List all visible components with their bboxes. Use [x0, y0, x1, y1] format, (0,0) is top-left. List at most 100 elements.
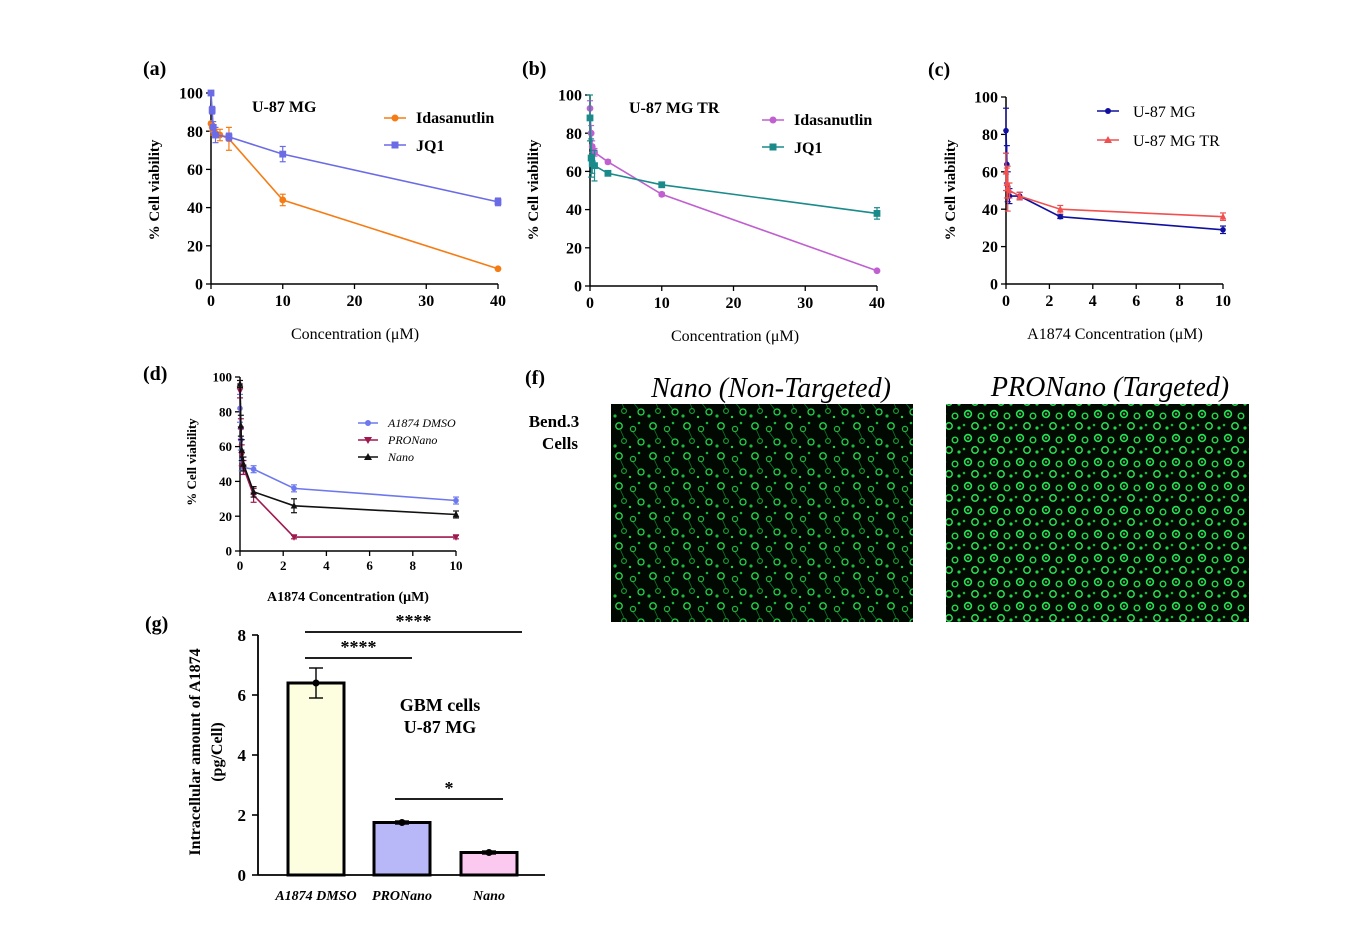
legend-marker-nano-d	[364, 453, 372, 460]
panel-f-row-label-line1: Bend.3	[529, 412, 580, 431]
panel-b-series-0-line	[589, 108, 878, 272]
panel-g-category-label-1: PRONano	[372, 889, 432, 904]
panel-a-x-label: Concentration (μM)	[291, 326, 419, 343]
panel-a-ytick-label-80: 80	[187, 124, 203, 141]
panel-a-title: U-87 MG	[252, 99, 317, 116]
panel-c-xtick-label-4: 4	[1089, 293, 1097, 310]
panel-d-xtick-label-8: 8	[410, 558, 417, 573]
panel-c-x-label: A1874 Concentration (μM)	[1027, 326, 1203, 343]
panel-g-bar-1	[372, 821, 432, 877]
legend-label-u87mg-c: U-87 MG	[1133, 104, 1196, 121]
panel-c-series-0-point-5	[1057, 213, 1064, 220]
panel-d-series-0-point-5	[291, 485, 297, 492]
panel-d-x-label: A1874 Concentration (μM)	[267, 590, 429, 605]
panel-g-ytick-label-8: 8	[238, 626, 247, 645]
panel-f-row-label-line2: Cells	[542, 434, 578, 453]
panel-b-x-ticks: 0 10 20 30 40	[586, 286, 885, 312]
panel-d-series-0-point-4	[250, 466, 257, 473]
legend-marker-dmso-d	[365, 420, 371, 426]
panel-c-ytick-label-100: 100	[974, 90, 998, 107]
panel-a-series-1-point-4	[225, 133, 233, 141]
panel-d-series-2-point-1	[237, 421, 245, 429]
panel-c-series-0-point-0	[1003, 127, 1009, 134]
panel-c-label: (c)	[928, 59, 950, 81]
panel-d-series-2-point-5	[290, 501, 298, 509]
panel-a-series-1-point-0	[207, 89, 215, 97]
panel-c-ytick-label-40: 40	[982, 202, 998, 219]
panel-g-annotation-line2: U-87 MG	[404, 717, 476, 737]
panel-c: (c) 0 20 40 60 80 100 0 2 4 6 8 10 % Cell viabilit…	[928, 59, 1231, 343]
legend-marker-u87mgtr-c	[1104, 136, 1112, 143]
panel-d-ytick-label-100: 100	[213, 370, 233, 385]
panel-g-ytick-label-6: 6	[238, 686, 247, 705]
panel-a: (a) U-87 MG 0 20 40 60 80 100 0 10 20 30 40 % Cel…	[143, 58, 506, 343]
panel-b-series-1-point-4	[604, 169, 612, 177]
panel-c-legend: U-87 MG U-87 MG TR	[1097, 104, 1220, 150]
panel-c-series-1-point-6	[1219, 212, 1227, 220]
panel-g-category-label-0: A1874 DMSO	[274, 889, 356, 904]
panel-g-ytick-label-0: 0	[238, 866, 247, 885]
panel-a-xtick-label-20: 20	[347, 293, 363, 310]
panel-a-x-ticks: 0 10 20 30 40	[207, 284, 506, 310]
panel-a-series-1-point-5	[279, 150, 287, 158]
panel-c-series-1-point-4	[1016, 192, 1023, 199]
panel-c-series-1-point-3	[1006, 186, 1013, 194]
panel-d-ytick-label-0: 0	[226, 544, 233, 559]
panel-g-bars: A1874 DMSO PRONano Nano	[274, 667, 519, 904]
panel-a-series-1-point-6	[494, 198, 502, 206]
legend-label-jq1-b: JQ1	[794, 140, 822, 157]
panel-d-series	[236, 379, 460, 541]
panel-g-y-label-line1: Intracellular amount of A1874	[187, 648, 204, 855]
legend-marker-idasanutlin-a	[391, 114, 399, 122]
panel-a-ytick-label-100: 100	[179, 86, 203, 103]
panel-b-series-1-line	[589, 117, 878, 215]
panel-a-y-label: % Cell viability	[147, 139, 163, 240]
panel-a-label: (a)	[143, 58, 166, 80]
panel-d-xtick-label-0: 0	[237, 558, 244, 573]
panel-b-ytick-label-40: 40	[566, 202, 582, 219]
panel-c-xtick-label-2: 2	[1045, 293, 1053, 310]
panel-b-y-label: % Cell viability	[526, 139, 542, 240]
panel-b-x-label: Concentration (μM)	[671, 328, 799, 345]
panel-g-annotation-line1: GBM cells	[400, 695, 480, 715]
panel-d-series-1-point-5	[290, 534, 298, 541]
legend-label-jq1-a: JQ1	[416, 138, 444, 155]
panel-d-ytick-label-20: 20	[219, 509, 232, 524]
panel-b-ytick-label-0: 0	[574, 279, 582, 296]
panel-g-point-2	[485, 849, 493, 856]
panel-b-y-ticks: 0 20 40 60 80 100	[558, 88, 590, 296]
panel-c-ytick-label-0: 0	[990, 277, 998, 294]
panel-d-y-ticks: 0 20 40 60 80 100	[213, 370, 240, 559]
panel-f: (f) Bend.3 Cells Nano (Non-Targeted) PRO…	[525, 367, 1249, 622]
panel-c-series-0-point-6	[1220, 226, 1226, 233]
legend-label-idasanutlin-b: Idasanutlin	[794, 112, 872, 129]
legend-label-nano-d: Nano	[387, 450, 414, 464]
panel-g-point-0	[312, 679, 320, 687]
panel-d-series-2-point-4	[250, 488, 257, 495]
panel-d-series-1-point-6	[452, 534, 460, 541]
panel-b: (b) U-87 MG TR 0 20 40 60 80 100 0 10 20 30 40 % …	[522, 58, 885, 345]
panel-c-ytick-label-80: 80	[982, 127, 998, 144]
panel-c-series-1-line	[1005, 171, 1224, 218]
legend-marker-idasanutlin-b	[769, 116, 777, 124]
panel-g-y-label-line2: (pg/Cell)	[209, 722, 226, 782]
panel-a-series-1-point-1	[208, 106, 216, 114]
panel-d-legend: A1874 DMSO PRONano Nano	[358, 416, 456, 464]
panel-g-y-ticks: 0 2 4 6 8	[238, 626, 258, 885]
legend-marker-u87mg-c	[1105, 108, 1111, 114]
panel-b-ytick-label-60: 60	[566, 164, 582, 181]
panel-b-series-1-point-6	[873, 210, 881, 217]
panel-b-xtick-label-40: 40	[869, 295, 885, 312]
panel-g-significance-label-2: *	[445, 778, 454, 798]
panel-b-ytick-label-20: 20	[566, 240, 582, 257]
panel-b-series-1-point-0	[586, 114, 594, 122]
panel-d-series-0-point-6	[453, 497, 459, 504]
panel-c-ytick-label-60: 60	[982, 164, 998, 181]
panel-a-ytick-label-40: 40	[187, 200, 203, 217]
panel-d-ytick-label-80: 80	[219, 404, 232, 419]
panel-a-ytick-label-60: 60	[187, 162, 203, 179]
panel-g-bar-0	[286, 681, 346, 877]
panel-a-series	[207, 89, 502, 273]
panel-d-series-2-point-0	[236, 380, 244, 387]
panel-g-ytick-label-2: 2	[238, 806, 247, 825]
